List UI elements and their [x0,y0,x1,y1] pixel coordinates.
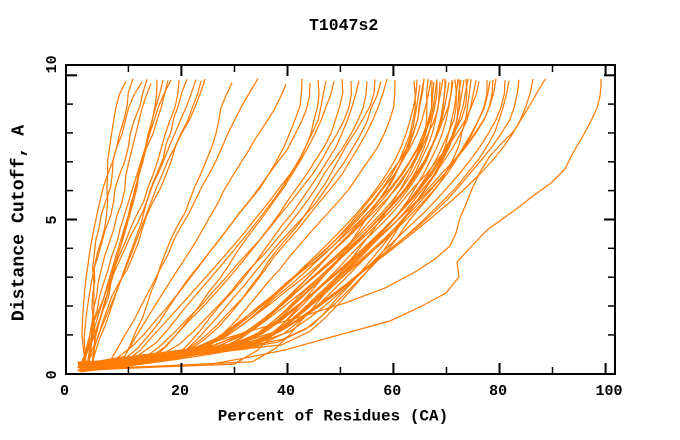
svg-text:40: 40 [277,383,295,400]
svg-text:5: 5 [44,215,61,224]
svg-text:Percent of Residues (CA): Percent of Residues (CA) [218,407,448,425]
svg-text:80: 80 [489,383,507,400]
svg-text:T1047s2: T1047s2 [309,16,378,35]
svg-text:10: 10 [44,55,61,73]
svg-text:20: 20 [171,383,189,400]
svg-text:100: 100 [595,383,622,400]
svg-text:0: 0 [60,383,69,400]
svg-text:Distance Cutoff, A: Distance Cutoff, A [10,125,30,322]
svg-text:0: 0 [44,370,61,379]
svg-text:60: 60 [383,383,401,400]
